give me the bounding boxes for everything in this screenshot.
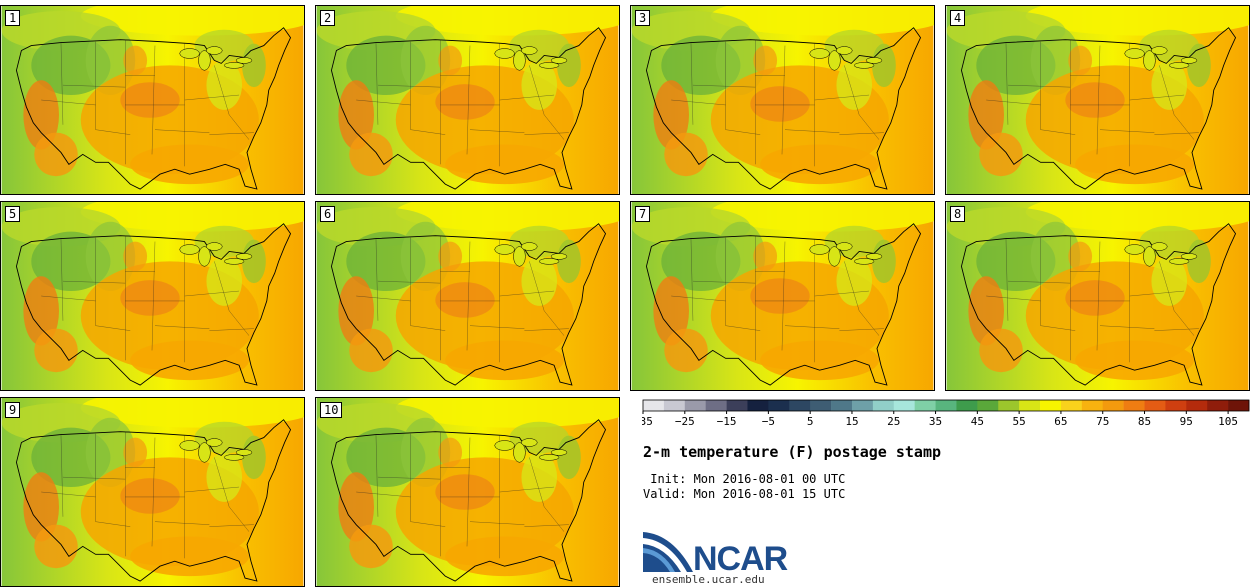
colorbar-segment [1081, 400, 1104, 411]
colorbar-segment [893, 400, 915, 411]
colorbar-segment [1228, 400, 1250, 411]
valid-time: Valid: Mon 2016-08-01 15 UTC [643, 487, 846, 501]
colorbar-segment [1102, 400, 1124, 411]
colorbar-segment [914, 400, 936, 411]
colorbar-tick-label: 95 [1180, 415, 1193, 428]
member-label: 5 [5, 206, 21, 222]
member-panel-1: 1 [0, 5, 305, 195]
colorbar-segment [935, 400, 957, 411]
colorbar-segment [643, 400, 665, 411]
colorbar-segment [1040, 400, 1062, 411]
chart-title: 2-m temperature (F) postage stamp [643, 443, 942, 461]
member-panel-3: 3 [630, 5, 935, 195]
member-panel-9: 9 [0, 397, 305, 587]
colorbar-segment [1144, 400, 1166, 411]
temperature-map [946, 202, 1249, 390]
member-label: 7 [635, 206, 651, 222]
temperature-map [946, 6, 1249, 194]
colorbar-tick-label: −25 [675, 415, 695, 428]
temperature-map [1, 202, 304, 390]
colorbar-tick-label: 65 [1054, 415, 1067, 428]
temperature-map [316, 398, 619, 586]
member-panel-4: 4 [945, 5, 1250, 195]
colorbar-tick-label: 25 [887, 415, 900, 428]
colorbar-tick-label: 55 [1013, 415, 1026, 428]
colorbar-segment [1207, 400, 1229, 411]
member-label: 4 [950, 10, 966, 26]
colorbar-segment [872, 400, 895, 411]
colorbar-segment [789, 400, 811, 411]
temperature-map [631, 202, 934, 390]
temperature-map [1, 398, 304, 586]
temperature-map [316, 202, 619, 390]
colorbar-tick-label: 85 [1138, 415, 1151, 428]
ncar-logo-icon [643, 532, 693, 572]
colorbar-segment [831, 400, 853, 411]
colorbar-segment [1165, 400, 1187, 411]
member-label: 1 [5, 10, 21, 26]
init-time: Init: Mon 2016-08-01 00 UTC [650, 472, 846, 486]
colorbar-segment [810, 400, 832, 411]
colorbar-tick-label: 5 [807, 415, 814, 428]
ncar-logo-text: NCAR [693, 540, 788, 578]
temperature-map [1, 6, 304, 194]
colorbar-tick-label: −15 [717, 415, 737, 428]
member-label: 10 [320, 402, 343, 418]
site-url: ensemble.ucar.edu [652, 573, 765, 586]
member-panel-6: 6 [315, 201, 620, 391]
colorbar-tick-label: 105 [1218, 415, 1238, 428]
member-label: 9 [5, 402, 21, 418]
colorbar-segment [977, 400, 999, 411]
colorbar-segment [1060, 400, 1083, 411]
colorbar-segment [705, 400, 727, 411]
colorbar-segment [768, 400, 790, 411]
colorbar-tick-label: 45 [971, 415, 984, 428]
member-panel-7: 7 [630, 201, 935, 391]
colorbar-segment [663, 400, 686, 411]
colorbar-tick-label: 35 [929, 415, 942, 428]
colorbar-segment [1123, 400, 1145, 411]
member-panel-2: 2 [315, 5, 620, 195]
colorbar-segment [684, 400, 706, 411]
member-panel-5: 5 [0, 201, 305, 391]
colorbar-segment [726, 400, 748, 411]
member-label: 3 [635, 10, 651, 26]
colorbar-tick-label: 15 [845, 415, 858, 428]
colorbar-tick-label: 75 [1096, 415, 1109, 428]
colorbar-segment [747, 400, 769, 411]
colorbar-segment [1019, 400, 1041, 411]
temperature-map [631, 6, 934, 194]
member-panel-8: 8 [945, 201, 1250, 391]
member-label: 2 [320, 10, 336, 26]
colorbar-segment [956, 400, 978, 411]
colorbar-tick-label: −35 [642, 415, 653, 428]
temperature-map [316, 6, 619, 194]
colorbar: −35−25−15−55152535455565758595105115 [642, 399, 1250, 428]
member-label: 6 [320, 206, 336, 222]
member-panel-10: 10 [315, 397, 620, 587]
colorbar-tick-label: −5 [762, 415, 775, 428]
colorbar-segment [998, 400, 1020, 411]
colorbar-segment [851, 400, 874, 411]
member-label: 8 [950, 206, 966, 222]
colorbar-segment [1186, 400, 1208, 411]
